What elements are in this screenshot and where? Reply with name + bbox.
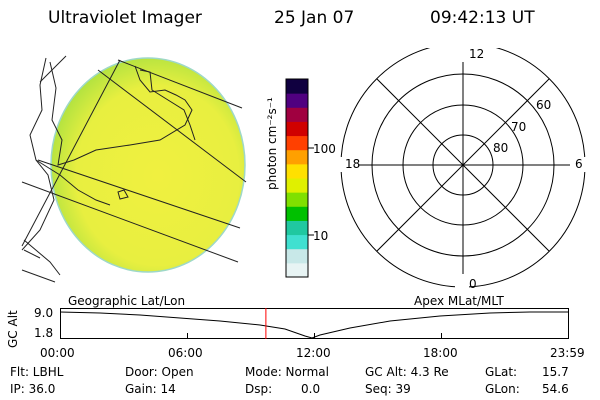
timeline-xtick-2359: 23:59 bbox=[550, 346, 585, 360]
lat-label-80: 80 bbox=[493, 141, 509, 155]
timeline-xtick-1200: 12:00 bbox=[296, 346, 331, 360]
info-dsp-value: 0.0 bbox=[301, 382, 321, 396]
timeline-xtick-0600: 06:00 bbox=[168, 346, 203, 360]
info-glat-value: 15.7 bbox=[542, 365, 569, 379]
info-seq: Seq: 39 bbox=[365, 382, 411, 396]
info-ip: IP: 36.0 bbox=[10, 382, 56, 396]
timeline-left-title: Geographic Lat/Lon bbox=[68, 294, 186, 308]
info-gc-alt: GC Alt: 4.3 Re bbox=[365, 365, 449, 379]
colorbar-segment bbox=[286, 121, 308, 137]
timeline-plot bbox=[60, 308, 569, 339]
colorbar-tick-10: 10 bbox=[313, 229, 329, 243]
earth-image-panel bbox=[21, 55, 247, 283]
colorbar-segment bbox=[286, 135, 308, 151]
colorbar-segment bbox=[286, 163, 308, 179]
timeline-ytick-top: 9.0 bbox=[34, 306, 54, 320]
colorbar-tick-100: 100 bbox=[313, 142, 336, 156]
colorbar-segment bbox=[286, 93, 308, 108]
app-title: Ultraviolet Imager bbox=[48, 8, 202, 28]
colorbar-segment bbox=[286, 262, 308, 278]
mlt-label-6: 6 bbox=[575, 157, 583, 171]
info-flt: Flt: LBHL bbox=[10, 365, 64, 379]
info-mode: Mode: Normal bbox=[245, 365, 329, 379]
colorbar-segment bbox=[286, 248, 308, 264]
mlt-label-12: 12 bbox=[469, 47, 485, 61]
colorbar-segment bbox=[286, 220, 308, 236]
colorbar-segment bbox=[286, 192, 308, 207]
lat-label-70: 70 bbox=[511, 120, 527, 134]
info-glat-label: GLat: bbox=[485, 365, 518, 379]
timeline-ytick-bottom: 1.8 bbox=[34, 326, 54, 340]
info-door: Door: Open bbox=[125, 365, 194, 379]
info-glon-value: 54.6 bbox=[542, 382, 569, 396]
colorbar-segment bbox=[286, 79, 308, 94]
timeline-xtick-0000: 00:00 bbox=[40, 346, 75, 360]
coastline-map bbox=[21, 57, 196, 283]
colorbar-segment bbox=[286, 234, 308, 250]
earth-disk bbox=[50, 57, 246, 273]
colorbar bbox=[285, 78, 314, 278]
info-gain: Gain: 14 bbox=[125, 382, 176, 396]
colorbar-segment bbox=[286, 206, 308, 221]
timeline-xtick-1800: 18:00 bbox=[423, 346, 458, 360]
info-glon-label: GLon: bbox=[485, 382, 520, 396]
timeline-ylabel: GC Alt bbox=[6, 310, 20, 348]
timeline-right-title: Apex MLat/MLT bbox=[414, 294, 504, 308]
mlt-label-18: 18 bbox=[345, 157, 361, 171]
colorbar-segment bbox=[286, 178, 308, 193]
info-dsp-label: Dsp: bbox=[245, 382, 273, 396]
lat-label-60: 60 bbox=[536, 98, 552, 112]
mlt-label-0: 0 bbox=[469, 277, 477, 291]
latlon-grid bbox=[21, 55, 247, 263]
polar-grid bbox=[340, 48, 586, 288]
colorbar-unit-label: photon cm⁻²s⁻¹ bbox=[265, 97, 279, 190]
colorbar-segment bbox=[286, 149, 308, 165]
date-label: 25 Jan 07 bbox=[274, 8, 355, 28]
colorbar-segment bbox=[286, 107, 308, 122]
time-label: 09:42:13 UT bbox=[430, 8, 535, 28]
